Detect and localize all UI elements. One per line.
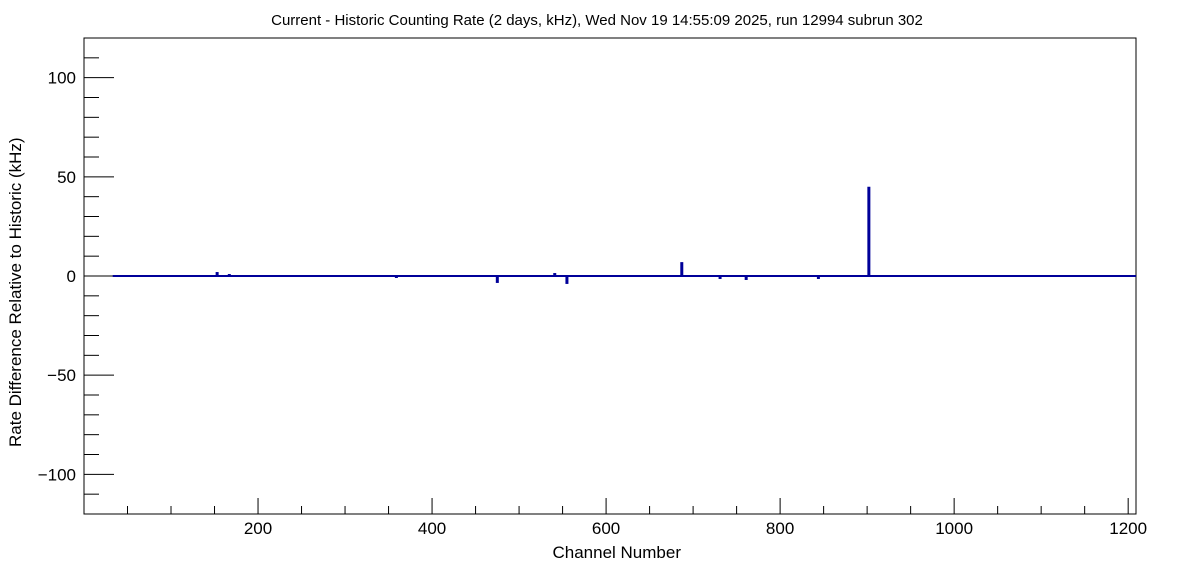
y-axis-label: Rate Difference Relative to Historic (kH… (6, 137, 25, 447)
chart-title: Current - Historic Counting Rate (2 days… (271, 12, 923, 29)
x-axis: 200 400 600 800 1000 1200 (127, 498, 1147, 538)
x-tick-label: 400 (418, 519, 446, 538)
x-tick-label: 1000 (935, 519, 973, 538)
y-tick-label: 0 (67, 267, 76, 286)
y-tick-label: 100 (48, 69, 76, 88)
y-tick-label: −100 (38, 465, 76, 484)
histogram-series (112, 186, 1136, 284)
x-tick-label: 200 (244, 519, 272, 538)
y-tick-label: 50 (57, 168, 76, 187)
x-tick-label: 1200 (1109, 519, 1147, 538)
x-axis-label: Channel Number (552, 543, 681, 562)
y-tick-label: −50 (47, 366, 76, 385)
x-tick-label: 800 (766, 519, 794, 538)
x-tick-label: 600 (592, 519, 620, 538)
